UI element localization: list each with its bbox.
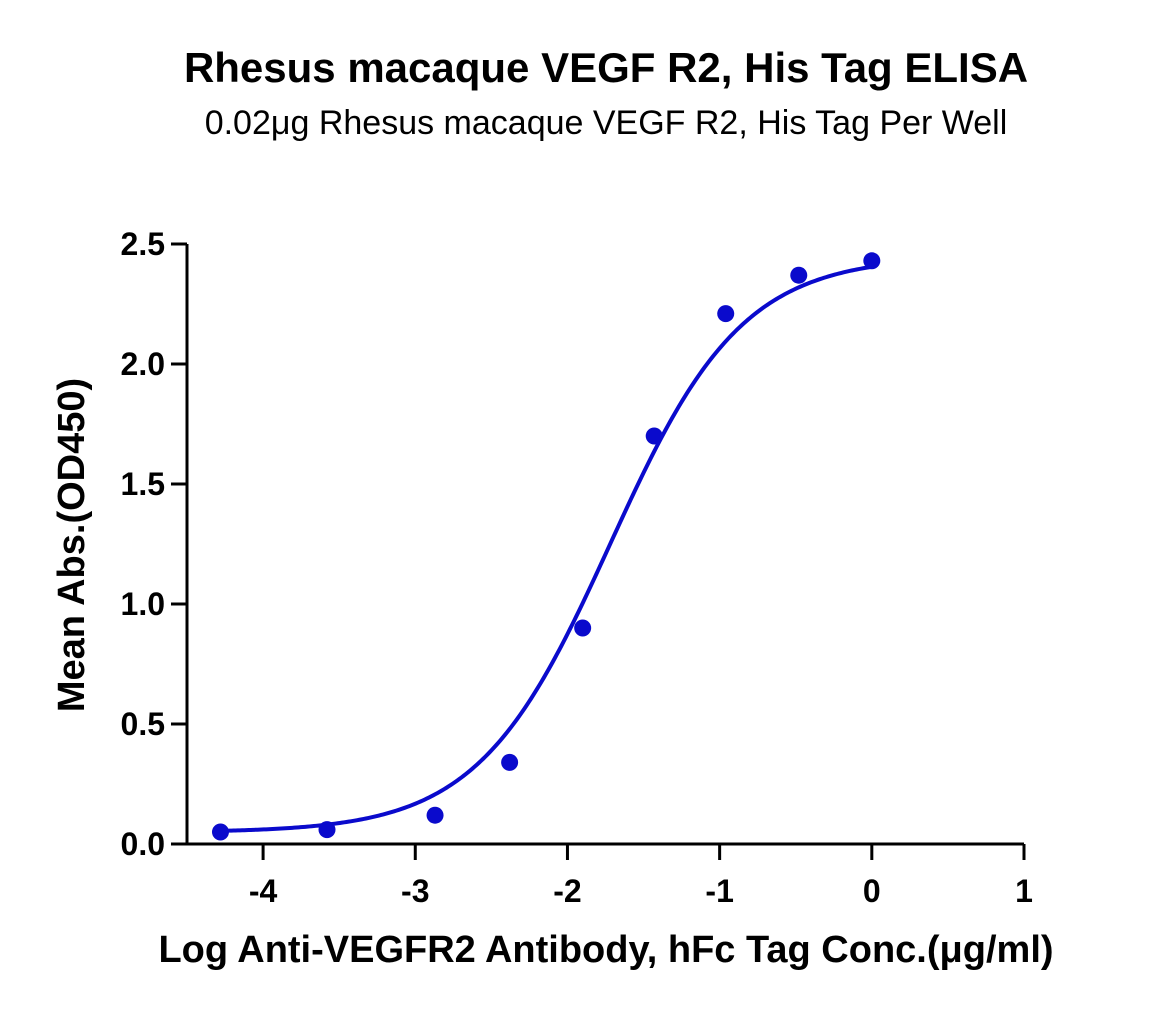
y-tick-label: 0.5	[121, 706, 165, 742]
data-point	[501, 753, 519, 771]
y-tick-label: 0.0	[121, 826, 165, 862]
y-axis-label: Mean Abs.(OD450)	[51, 378, 93, 712]
y-tick-label: 1.0	[121, 586, 165, 622]
chart-title: Rhesus macaque VEGF R2, His Tag ELISA	[184, 44, 1028, 91]
data-point	[645, 427, 663, 445]
x-tick-label: -3	[401, 873, 429, 909]
data-point	[863, 252, 881, 270]
data-point	[318, 821, 336, 839]
y-tick-label: 2.0	[121, 346, 165, 382]
data-points	[211, 252, 881, 841]
x-axis-label: Log Anti-VEGFR2 Antibody, hFc Tag Conc.(…	[158, 929, 1053, 971]
x-axis-ticks: -4 -3 -2 -1 0 1	[249, 844, 1033, 909]
x-tick-label: -4	[249, 873, 278, 909]
y-axis-ticks: 0.0 0.5 1.0 1.5 2.0 2.5	[121, 226, 187, 862]
fit-curve-line	[220, 264, 873, 833]
y-tick-label: 2.5	[121, 226, 165, 262]
x-tick-label: 0	[863, 873, 881, 909]
x-tick-label: -1	[705, 873, 733, 909]
x-tick-label: -2	[553, 873, 581, 909]
data-point	[574, 619, 592, 637]
chart-subtitle: 0.02μg Rhesus macaque VEGF R2, His Tag P…	[205, 104, 1008, 142]
x-tick-label: 1	[1015, 873, 1033, 909]
data-point	[790, 266, 808, 284]
axes	[185, 244, 1024, 846]
y-tick-label: 1.5	[121, 466, 165, 502]
data-point	[211, 823, 229, 841]
data-point	[426, 806, 444, 824]
data-point	[717, 305, 735, 323]
